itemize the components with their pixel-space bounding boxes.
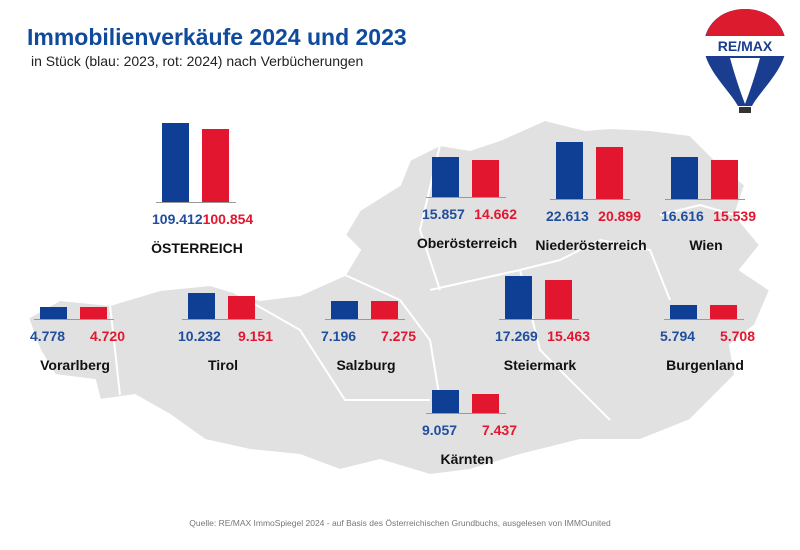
value-label-2024: 15.539 <box>713 208 756 224</box>
value-label-2024: 14.662 <box>474 206 517 222</box>
chart-title: Immobilienverkäufe 2024 und 2023 <box>27 24 407 50</box>
bar-2024 <box>228 296 255 319</box>
plot-area <box>550 110 630 200</box>
plot-area <box>325 230 405 320</box>
region-name: Steiermark <box>503 357 577 373</box>
bar-2023 <box>188 293 215 319</box>
bar-2023 <box>556 142 583 199</box>
bar-2024 <box>371 300 398 319</box>
value-label-2024: 15.463 <box>547 328 590 344</box>
bar-2024 <box>472 394 499 413</box>
plot-area <box>426 108 506 198</box>
value-label-2023: 17.269 <box>495 328 538 344</box>
value-label-2023: 9.057 <box>422 422 458 438</box>
bar-2023 <box>505 275 532 319</box>
value-label-2024: 7.275 <box>380 328 416 344</box>
region-name: Vorarlberg <box>40 357 110 373</box>
value-label-2024: 100.854 <box>202 211 254 227</box>
bar-2024 <box>202 129 229 202</box>
remax-balloon-logo: RE/MAX <box>704 9 786 113</box>
value-label-2023: 4.778 <box>30 328 66 344</box>
bar-2023 <box>331 301 358 319</box>
bar-2023 <box>40 307 67 319</box>
bar-2024 <box>711 160 738 199</box>
value-label-2023: 22.613 <box>546 208 589 224</box>
plot-area <box>499 230 579 320</box>
value-label-2024: 9.151 <box>237 328 273 344</box>
region-name: Wien <box>689 237 723 253</box>
region-name: Oberösterreich <box>416 235 518 251</box>
source-note: Quelle: RE/MAX ImmoSpiegel 2024 - auf Ba… <box>189 518 611 528</box>
bar-2023 <box>670 304 697 319</box>
value-label-2024: 7.437 <box>481 422 517 438</box>
plot-area <box>34 230 114 320</box>
region-name: ÖSTERREICH <box>151 240 243 256</box>
bar-2023 <box>432 157 459 197</box>
bar-2023 <box>671 157 698 199</box>
bar-2024 <box>596 146 623 199</box>
region-name: Tirol <box>207 357 239 373</box>
value-label-2024: 5.708 <box>719 328 755 344</box>
value-label-2024: 4.720 <box>89 328 125 344</box>
plot-area <box>182 230 262 320</box>
bar-2024 <box>545 280 572 319</box>
value-label-2023: 5.794 <box>660 328 696 344</box>
region-name: Niederösterreich <box>535 237 647 253</box>
bar-2024 <box>80 307 107 319</box>
bar-2024 <box>472 160 499 197</box>
value-label-2023: 109.412 <box>152 211 203 227</box>
region-name: Salzburg <box>336 357 396 373</box>
plot-area <box>156 113 236 203</box>
value-label-2023: 15.857 <box>422 206 465 222</box>
bar-2023 <box>432 390 459 413</box>
bar-2024 <box>710 304 737 319</box>
region-name: Burgenland <box>666 357 744 373</box>
value-label-2023: 10.232 <box>178 328 221 344</box>
value-label-2023: 7.196 <box>321 328 357 344</box>
bar-2023 <box>162 123 189 202</box>
region-name: Kärnten <box>440 451 494 467</box>
plot-area <box>665 110 745 200</box>
plot-area <box>664 230 744 320</box>
value-label-2024: 20.899 <box>598 208 641 224</box>
chart-subtitle: in Stück (blau: 2023, rot: 2024) nach Ve… <box>31 53 364 69</box>
value-label-2023: 16.616 <box>661 208 704 224</box>
svg-text:RE/MAX: RE/MAX <box>718 38 773 54</box>
plot-area <box>426 324 506 414</box>
